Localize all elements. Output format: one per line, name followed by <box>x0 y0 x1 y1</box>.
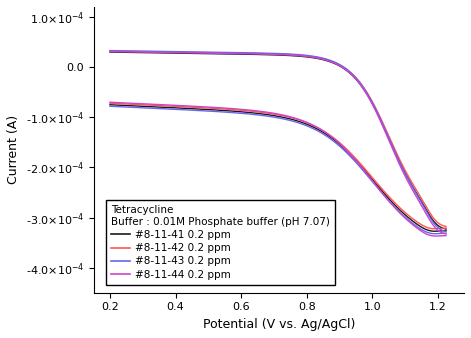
Y-axis label: Current (A): Current (A) <box>7 115 20 185</box>
Legend: #8-11-41 0.2 ppm, #8-11-42 0.2 ppm, #8-11-43 0.2 ppm, #8-11-44 0.2 ppm: #8-11-41 0.2 ppm, #8-11-42 0.2 ppm, #8-1… <box>106 200 335 285</box>
X-axis label: Potential (V vs. Ag/AgCl): Potential (V vs. Ag/AgCl) <box>203 318 355 331</box>
